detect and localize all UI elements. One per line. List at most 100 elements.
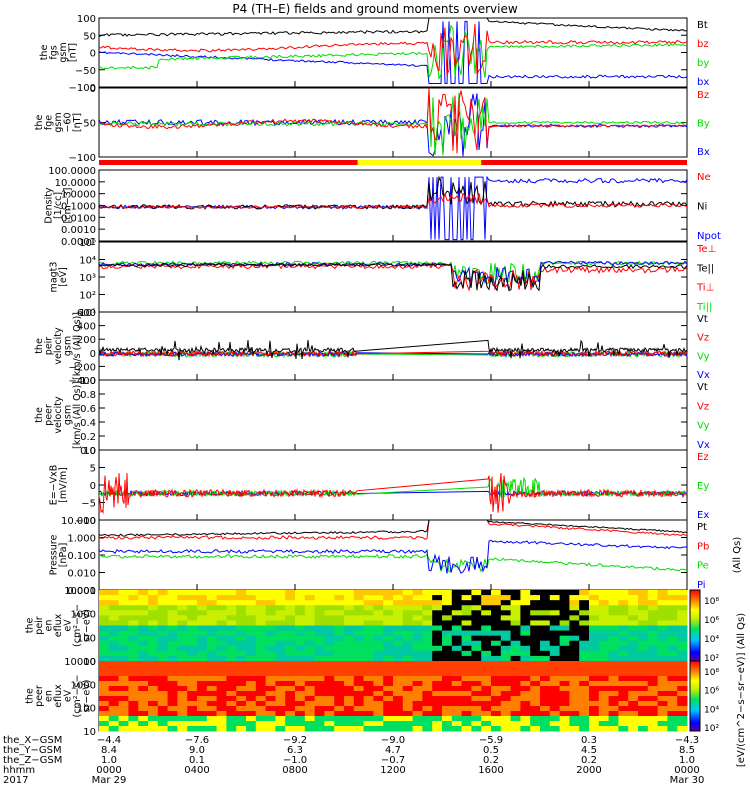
spectrogram-cell	[216, 686, 227, 692]
spectrogram-cell	[667, 605, 678, 611]
legend-Te||: Te||	[696, 263, 714, 274]
spectrogram-cell	[481, 666, 492, 672]
spectrogram-cell	[579, 655, 590, 662]
spectrogram-cell	[265, 691, 276, 697]
y-tick-label: 1000	[71, 610, 96, 621]
y-axis-label-line: [1/cc]	[53, 192, 64, 219]
spectrogram-cell	[589, 721, 600, 727]
spectrogram-cell	[589, 630, 600, 637]
spectrogram-cell	[520, 671, 531, 677]
spectrogram-cell	[187, 711, 198, 717]
spectrogram-cell	[412, 696, 423, 702]
spectrogram-cell	[402, 605, 414, 611]
spectrogram-cell	[353, 590, 365, 596]
legend-Pi: Pi	[697, 580, 706, 591]
spectrogram-cell	[344, 681, 355, 687]
spectrogram-cell	[491, 671, 502, 677]
spectrogram-cell	[157, 691, 169, 697]
spectrogram-cell	[598, 650, 610, 657]
spectrogram-cell	[344, 640, 355, 647]
spectrogram-cell	[128, 721, 139, 727]
spectrogram-cell	[491, 696, 502, 702]
spectrogram-cell	[530, 655, 541, 662]
spectrogram-cell	[108, 686, 120, 692]
spectrogram-cell	[520, 605, 531, 611]
spectrogram-cell	[295, 716, 306, 722]
spectrogram-cell	[148, 701, 159, 707]
spectrogram-cell	[412, 650, 423, 657]
spectrogram-cell	[128, 671, 139, 677]
spectrogram-cell	[530, 676, 541, 682]
spectrogram-cell	[481, 726, 492, 732]
spectrogram-cell	[530, 716, 541, 722]
spectrogram-cell	[353, 605, 365, 611]
x-axis-value: 0.2	[483, 755, 499, 766]
spectrogram-cell	[167, 630, 178, 637]
spectrogram-cell	[148, 620, 159, 626]
spectrogram-cell	[177, 640, 188, 647]
spectrogram-cell	[618, 681, 629, 687]
spectrogram-cell	[618, 721, 629, 727]
spectrogram-cell	[197, 671, 208, 677]
spectrogram-cell	[118, 610, 129, 616]
spectrogram-cell	[167, 726, 178, 732]
spectrogram-cell	[647, 650, 659, 657]
panel-frame	[98, 449, 688, 521]
spectrogram-cell	[187, 671, 198, 677]
spectrogram-cell	[226, 605, 237, 611]
spectrogram-cell	[402, 610, 414, 616]
spectrogram-cell	[589, 605, 600, 611]
spectrogram-cell	[412, 726, 423, 732]
spectrogram-cell	[373, 671, 384, 677]
spectrogram-cell	[128, 615, 139, 621]
spectrogram-cell	[157, 625, 169, 632]
spectrogram-cell	[108, 610, 120, 616]
spectrogram-cell	[461, 661, 472, 667]
spectrogram-cell	[236, 681, 247, 687]
spectrogram-cell	[255, 716, 267, 722]
spectrogram-cell	[373, 635, 384, 642]
y-axis-label-line: en	[44, 620, 55, 632]
spectrogram-cell	[598, 706, 610, 712]
spectrogram-cell	[451, 711, 463, 717]
spectrogram-cell	[638, 620, 649, 626]
spectrogram-cell	[510, 610, 521, 616]
spectrogram-cell	[138, 706, 149, 712]
spectrogram-cell	[99, 635, 110, 642]
spectrogram-cell	[549, 706, 561, 712]
spectrogram-cell	[667, 630, 678, 637]
spectrogram-cell	[442, 605, 453, 611]
spectrogram-cell	[657, 661, 668, 667]
spectrogram-cell	[167, 711, 178, 717]
spectrogram-cell	[667, 716, 678, 722]
spectrogram-cell	[167, 605, 178, 611]
spectrogram-cell	[471, 681, 482, 687]
spectrogram-cell	[451, 726, 463, 732]
spectrogram-cell	[373, 640, 384, 647]
spectrogram-cell	[255, 701, 267, 707]
spectrogram-cell	[128, 681, 139, 687]
spectrogram-cell	[432, 666, 443, 672]
spectrogram-cell	[628, 726, 639, 732]
spectrogram-cell	[451, 645, 463, 652]
spectrogram-cell	[295, 615, 306, 621]
spectrogram-cell	[108, 630, 120, 637]
spectrogram-cell	[461, 605, 472, 611]
spectrogram-cell	[598, 671, 610, 677]
spectrogram-cell	[530, 630, 541, 637]
spectrogram-cell	[540, 625, 551, 632]
spectrogram-cell	[304, 696, 316, 702]
spectrogram-cell	[451, 706, 463, 712]
spectrogram-cell	[344, 696, 355, 702]
spectrogram-cell	[304, 681, 316, 687]
spectrogram-cell	[491, 726, 502, 732]
spectrogram-cell	[618, 630, 629, 637]
spectrogram-cell	[187, 635, 198, 642]
spectrogram-cell	[628, 706, 639, 712]
spectrogram-cell	[481, 655, 492, 662]
x-axis-value: 0.1	[189, 755, 205, 766]
spectrogram-cell	[471, 600, 482, 606]
spectrogram-cell	[638, 726, 649, 732]
spectrogram-cell	[677, 655, 688, 662]
spectrogram-cell	[255, 600, 267, 606]
